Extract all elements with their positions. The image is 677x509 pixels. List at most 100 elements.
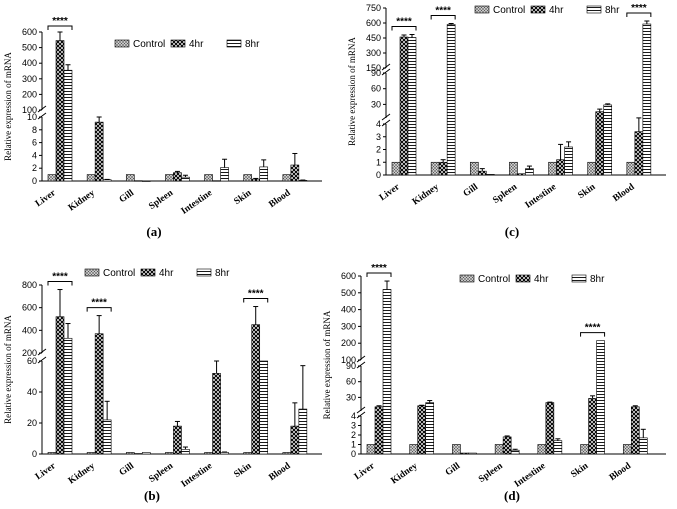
legend-label-control: Control [493,5,525,16]
y-tick-label: 4 [32,150,37,160]
y-tick-label: 3 [376,132,381,142]
y-tick-label: 6 [32,138,37,148]
axis-break-mark [381,63,391,76]
y-tick-label: 1 [376,157,381,167]
bar-4hr-intestine [212,180,221,182]
significance-bracket [430,15,456,20]
bar-control-gill [469,161,479,176]
significance-label: **** [631,3,647,14]
y-tick-label: 500 [341,288,356,298]
significance-label: **** [371,263,387,274]
bar-8hr-skin [259,166,269,182]
x-category-label: Intestine [513,461,548,489]
x-category-label: Skin [233,188,254,207]
legend-swatch-control [474,5,490,14]
x-category-label: Skin [569,461,590,480]
y-tick-label: 400 [341,305,356,315]
bar-4hr-liver [399,36,409,176]
legend-label-4hr: 4hr [159,268,174,279]
x-category-label: Gill [444,461,463,478]
y-tick-label: 300 [366,48,381,58]
y-axis-title: Relative expression of mRNA [3,52,13,161]
bar-control-gill [125,452,135,455]
x-category-label: Intestine [180,461,215,489]
bar-4hr-spleen [517,173,526,176]
y-tick-label: 60 [346,377,356,387]
y-tick-label: 90 [346,361,356,371]
bar-control-spleen [165,452,174,455]
legend-label-8hr: 8hr [245,39,260,50]
x-category-label: Blood [267,188,293,210]
significance-bracket [47,281,73,286]
bar-control-spleen [494,444,504,455]
axis-break-mark [356,406,366,419]
y-tick-label: 450 [366,33,381,43]
y-tick-label: 100 [341,355,356,365]
bar-control-liver [366,444,376,455]
bar-control-kidney [409,444,419,455]
bar-4hr-blood [630,406,640,455]
y-tick-label: 8 [32,125,37,135]
y-tick-label: 200 [341,338,356,348]
y-tick-label: 0 [376,170,381,180]
bar-4hr-intestine [212,373,221,455]
legend-label-control: Control [133,39,165,50]
y-tick-label: 2 [32,163,37,173]
bar-4hr-spleen [502,436,512,455]
bar-4hr-kidney [94,333,104,455]
bar-control-gill [125,174,135,182]
panel-label: (a) [146,224,161,239]
bar-8hr-spleen [510,449,520,455]
y-tick-label: 400 [22,325,37,335]
x-category-label: Kidney [67,188,97,213]
bar-4hr-skin [251,178,261,182]
bar-4hr-blood [290,425,300,455]
legend-swatch-4hr [515,274,531,283]
significance-label: **** [396,17,412,28]
y-axis-title: Relative expression of mRNA [322,310,332,419]
y-tick-label: 60 [27,356,37,366]
y-tick-label: 0 [32,176,37,186]
y-tick-label: 300 [341,321,356,331]
y-tick-label: 200 [22,348,37,358]
y-tick-label: 100 [22,105,37,115]
bar-8hr-skin [259,360,269,455]
bar-control-spleen [509,161,518,176]
x-category-label: Intestine [180,188,215,216]
significance-label: **** [91,298,107,309]
significance-label: **** [52,16,68,27]
bar-control-skin [580,444,589,455]
y-tick-label: 20 [27,418,37,428]
legend-swatch-4hr [170,39,186,48]
y-tick-label: 4 [376,119,381,129]
y-tick-label: 1 [351,440,356,450]
legend-label-control: Control [478,274,510,285]
y-tick-label: 300 [22,74,37,84]
bar-control-blood [282,452,292,455]
bar-8hr-liver [63,69,73,182]
y-tick-label: 40 [27,387,37,397]
legend-swatch-8hr [226,39,242,48]
legend-swatch-4hr [140,268,156,277]
bar-4hr-blood [290,164,300,182]
bar-control-gill [452,444,461,455]
significance-bracket [86,307,112,312]
bar-4hr-gill [133,453,143,455]
bar-8hr-gill [485,174,495,176]
bar-8hr-liver [382,289,392,455]
bar-4hr-gill [133,180,143,182]
legend-swatch-4hr [530,5,546,14]
y-tick-label: 30 [346,392,356,402]
bar-8hr-gill [141,452,151,455]
x-category-label: Spleen [477,461,505,485]
x-category-label: Liver [34,188,59,209]
bar-control-kidney [430,161,440,176]
bar-8hr-kidney [102,179,112,182]
legend-label-8hr: 8hr [590,274,605,285]
significance-bracket [580,332,606,337]
bar-control-skin [243,174,253,182]
y-tick-label: 600 [341,271,356,281]
bar-8hr-liver [63,337,73,455]
bar-4hr-blood [634,131,644,176]
bar-control-skin [587,161,597,176]
